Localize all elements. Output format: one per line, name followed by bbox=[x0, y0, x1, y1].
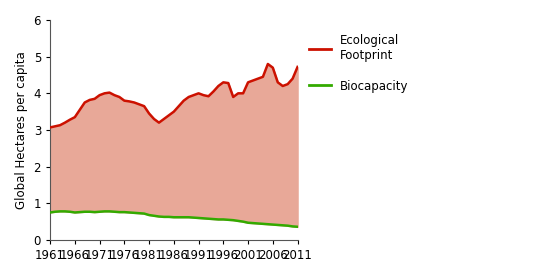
Legend: Ecological
Footprint, Biocapacity: Ecological Footprint, Biocapacity bbox=[306, 30, 412, 96]
Y-axis label: Global Hectares per capita: Global Hectares per capita bbox=[15, 51, 28, 209]
